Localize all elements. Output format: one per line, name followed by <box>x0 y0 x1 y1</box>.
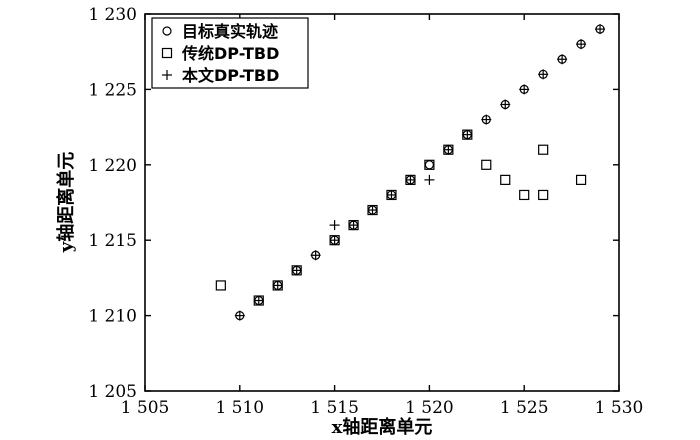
proposed-dp-tbd-point <box>329 235 340 246</box>
proposed-dp-tbd-point <box>500 99 511 110</box>
proposed-dp-tbd-point <box>405 174 416 185</box>
true-track-point <box>424 160 434 170</box>
proposed-dp-tbd-point <box>462 129 473 140</box>
traditional-dp-tbd-point <box>481 159 492 170</box>
y-tick-label: 1 210 <box>88 307 137 327</box>
proposed-dp-tbd-point <box>291 265 302 276</box>
proposed-dp-tbd-point <box>329 220 340 231</box>
y-tick-label: 1 205 <box>88 382 137 402</box>
x-tick-label: 1 520 <box>405 398 454 418</box>
proposed-dp-tbd-point <box>557 54 568 65</box>
proposed-dp-tbd-point <box>443 144 454 155</box>
axis-ticks: 1 505 1 510 1 515 1 520 1 525 1 530 1 205 1 210… <box>88 5 643 418</box>
x-tick-label: 1 530 <box>595 398 644 418</box>
y-tick-label: 1 215 <box>88 231 137 251</box>
proposed-dp-tbd-point <box>367 205 378 216</box>
x-axis-title: x轴距离单元 <box>332 416 433 438</box>
proposed-dp-tbd-point <box>481 114 492 125</box>
traditional-dp-tbd-point <box>575 174 587 185</box>
traditional-dp-tbd-point <box>215 280 226 291</box>
y-tick-label: 1 220 <box>88 156 137 176</box>
data-marks <box>215 24 606 321</box>
proposed-dp-tbd-point <box>538 69 549 80</box>
legend-markers <box>161 26 173 80</box>
plot-frame <box>144 13 620 392</box>
legend: 目标真实轨迹 传统DP-TBD 本文DP-TBD <box>151 17 309 89</box>
proposed-dp-tbd-point <box>253 295 264 306</box>
legend-plus-marker <box>162 70 172 80</box>
traditional-dp-tbd-point <box>424 159 435 170</box>
proposed-dp-tbd-point <box>519 84 530 95</box>
proposed-dp-tbd-point <box>576 39 587 50</box>
traditional-dp-tbd-point <box>519 189 530 201</box>
legend-box <box>151 17 309 89</box>
proposed-dp-tbd-point <box>424 174 435 185</box>
y-tick-label: 1 230 <box>88 5 137 25</box>
legend-circle-marker <box>162 26 172 36</box>
y-tick-label: 1 225 <box>88 80 137 100</box>
y-axis-title: y轴距离单元 <box>55 152 77 253</box>
x-tick-label: 1 515 <box>310 398 359 418</box>
legend-label-traditional-dp-tbd: 传统DP-TBD <box>181 44 279 63</box>
proposed-dp-tbd-point <box>272 280 283 291</box>
legend-label-proposed-dp-tbd: 本文DP-TBD <box>182 66 279 85</box>
x-tick-label: 1 505 <box>121 398 170 418</box>
legend-label-true-track: 目标真实轨迹 <box>182 22 278 41</box>
proposed-dp-tbd-point <box>234 310 245 321</box>
proposed-dp-tbd-point <box>310 250 321 261</box>
proposed-dp-tbd-point <box>348 220 359 231</box>
x-tick-label: 1 525 <box>500 398 549 418</box>
proposed-dp-tbd-point <box>595 24 606 35</box>
x-tick-label: 1 510 <box>215 398 264 418</box>
legend-square-marker <box>161 47 173 59</box>
traditional-dp-tbd-point <box>538 189 549 201</box>
traditional-dp-tbd-point <box>500 174 511 185</box>
traditional-dp-tbd-point <box>538 144 549 155</box>
proposed-dp-tbd-point <box>386 189 397 200</box>
